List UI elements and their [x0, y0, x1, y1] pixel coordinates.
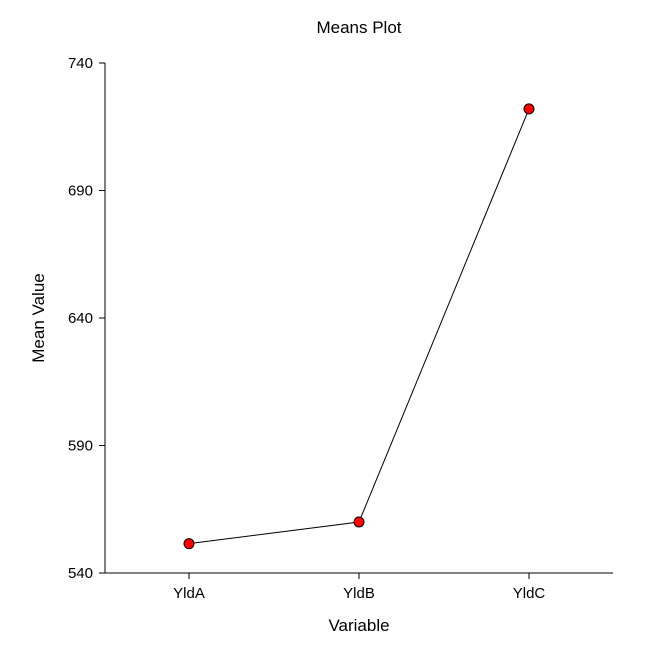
x-axis-ticks: YldA YldB YldC — [173, 573, 545, 602]
y-axis-label: Mean Value — [29, 273, 48, 362]
y-tick-label: 690 — [68, 183, 93, 200]
y-tick-label: 640 — [68, 310, 93, 327]
x-tick-label: YldB — [343, 585, 375, 602]
x-axis-label: Variable — [328, 616, 389, 635]
x-tick-label: YldA — [173, 585, 205, 602]
series-line — [188, 108, 530, 545]
y-tick-label: 540 — [68, 565, 93, 582]
data-point-ylda — [183, 538, 195, 550]
data-point-yldb — [353, 516, 365, 528]
chart-title: Means Plot — [316, 18, 401, 37]
x-tick-label: YldC — [513, 585, 546, 602]
data-point-yldc — [523, 103, 535, 115]
y-axis-ticks: 540 590 640 690 740 — [68, 55, 105, 582]
y-tick-label: 740 — [68, 55, 93, 72]
y-tick-label: 590 — [68, 438, 93, 455]
series-layer — [183, 103, 535, 550]
